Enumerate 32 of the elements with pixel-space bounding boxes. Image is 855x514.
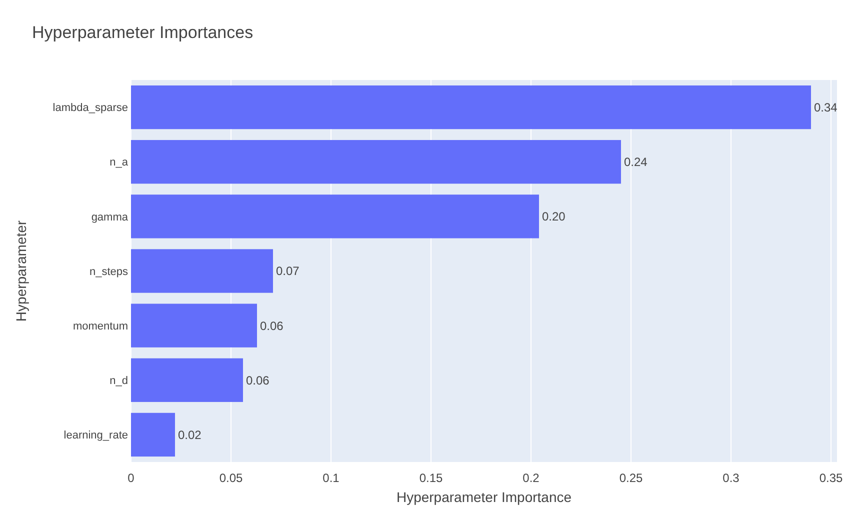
bar [131, 249, 273, 293]
bar [131, 412, 175, 457]
x-tick-label: 0 [128, 471, 135, 485]
x-tick-label: 0.1 [322, 471, 340, 485]
x-tick-label: 0.15 [419, 471, 443, 485]
y-tick-label: learning_rate [64, 430, 128, 442]
y-tick-label: momentum [72, 320, 128, 332]
x-axis-title: Hyperparameter Importance [396, 489, 572, 505]
data-label: 0.07 [276, 264, 300, 278]
x-tick-label: 0.25 [619, 471, 643, 485]
y-tick-label: gamma [91, 211, 129, 224]
data-label: 0.06 [260, 318, 284, 333]
data-label: 0.20 [542, 210, 566, 224]
y-tick-label: n_a [110, 156, 129, 169]
data-label: 0.06 [246, 373, 270, 388]
bar [131, 85, 811, 130]
y-tick-label: n_d [110, 374, 128, 387]
bar [131, 304, 257, 348]
data-label: 0.02 [178, 428, 202, 442]
y-axis-title: Hyperparameter [13, 220, 29, 322]
bar [131, 194, 539, 238]
bar [131, 358, 243, 402]
y-tick-label: n_steps [89, 266, 128, 278]
x-tick-label: 0.2 [522, 471, 540, 485]
x-tick-label: 0.05 [219, 471, 243, 485]
bar [131, 140, 621, 184]
x-tick-label: 0.3 [722, 471, 740, 485]
data-label: 0.34 [814, 100, 838, 114]
data-label: 0.24 [624, 155, 648, 170]
chart-title: Hyperparameter Importances [32, 23, 254, 42]
x-tick-label: 0.35 [819, 471, 843, 485]
y-tick-label: lambda_sparse [52, 102, 128, 114]
